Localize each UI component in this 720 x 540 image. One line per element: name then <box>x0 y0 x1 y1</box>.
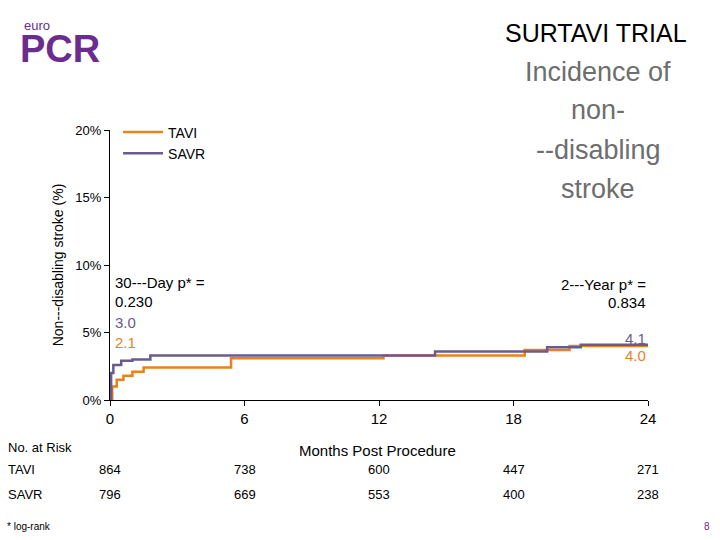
svg-text:* log-rank: * log-rank <box>7 521 51 532</box>
svg-text:SAVR: SAVR <box>8 487 42 502</box>
svg-text:738: 738 <box>234 462 256 477</box>
svg-text:0: 0 <box>106 410 114 427</box>
svg-text:Non---disabling stroke (%): Non---disabling stroke (%) <box>50 184 66 347</box>
svg-text:15%: 15% <box>75 190 101 205</box>
svg-text:30---Day p* =: 30---Day p* = <box>115 274 205 291</box>
svg-text:238: 238 <box>637 487 659 502</box>
svg-text:Incidence of: Incidence of <box>525 57 671 87</box>
svg-text:2---Year p* =: 2---Year p* = <box>561 276 646 293</box>
svg-text:669: 669 <box>234 487 256 502</box>
svg-text:Months Post Procedure: Months Post Procedure <box>299 442 456 459</box>
svg-text:20%: 20% <box>75 123 101 138</box>
svg-text:euro: euro <box>24 18 50 33</box>
svg-text:SURTAVI TRIAL: SURTAVI TRIAL <box>505 19 687 47</box>
svg-text:5%: 5% <box>83 325 102 340</box>
svg-text:447: 447 <box>503 462 525 477</box>
svg-text:stroke: stroke <box>561 174 635 204</box>
svg-text:864: 864 <box>99 462 121 477</box>
svg-text:796: 796 <box>99 487 121 502</box>
svg-text:4.0: 4.0 <box>625 347 646 364</box>
svg-text:non-: non- <box>571 95 625 125</box>
svg-text:553: 553 <box>368 487 390 502</box>
svg-text:4.1: 4.1 <box>625 330 646 347</box>
svg-text:12: 12 <box>371 410 388 427</box>
svg-text:TAVI: TAVI <box>168 125 197 141</box>
svg-text:0%: 0% <box>83 393 102 408</box>
svg-text:6: 6 <box>240 410 248 427</box>
svg-text:271: 271 <box>637 462 659 477</box>
svg-text:600: 600 <box>368 462 390 477</box>
svg-text:0.834: 0.834 <box>608 294 646 311</box>
svg-text:400: 400 <box>503 487 525 502</box>
svg-text:No. at Risk: No. at Risk <box>8 440 72 455</box>
svg-text:18: 18 <box>505 410 522 427</box>
svg-text:TAVI: TAVI <box>8 462 35 477</box>
svg-text:8: 8 <box>704 521 710 532</box>
svg-text:24: 24 <box>640 410 657 427</box>
svg-text:3.0: 3.0 <box>115 314 136 331</box>
svg-text:--disabling: --disabling <box>536 135 661 165</box>
svg-text:10%: 10% <box>75 258 101 273</box>
svg-text:2.1: 2.1 <box>115 334 136 351</box>
svg-text:0.230: 0.230 <box>115 293 153 310</box>
svg-text:PCR: PCR <box>20 28 100 70</box>
svg-text:SAVR: SAVR <box>168 146 205 162</box>
